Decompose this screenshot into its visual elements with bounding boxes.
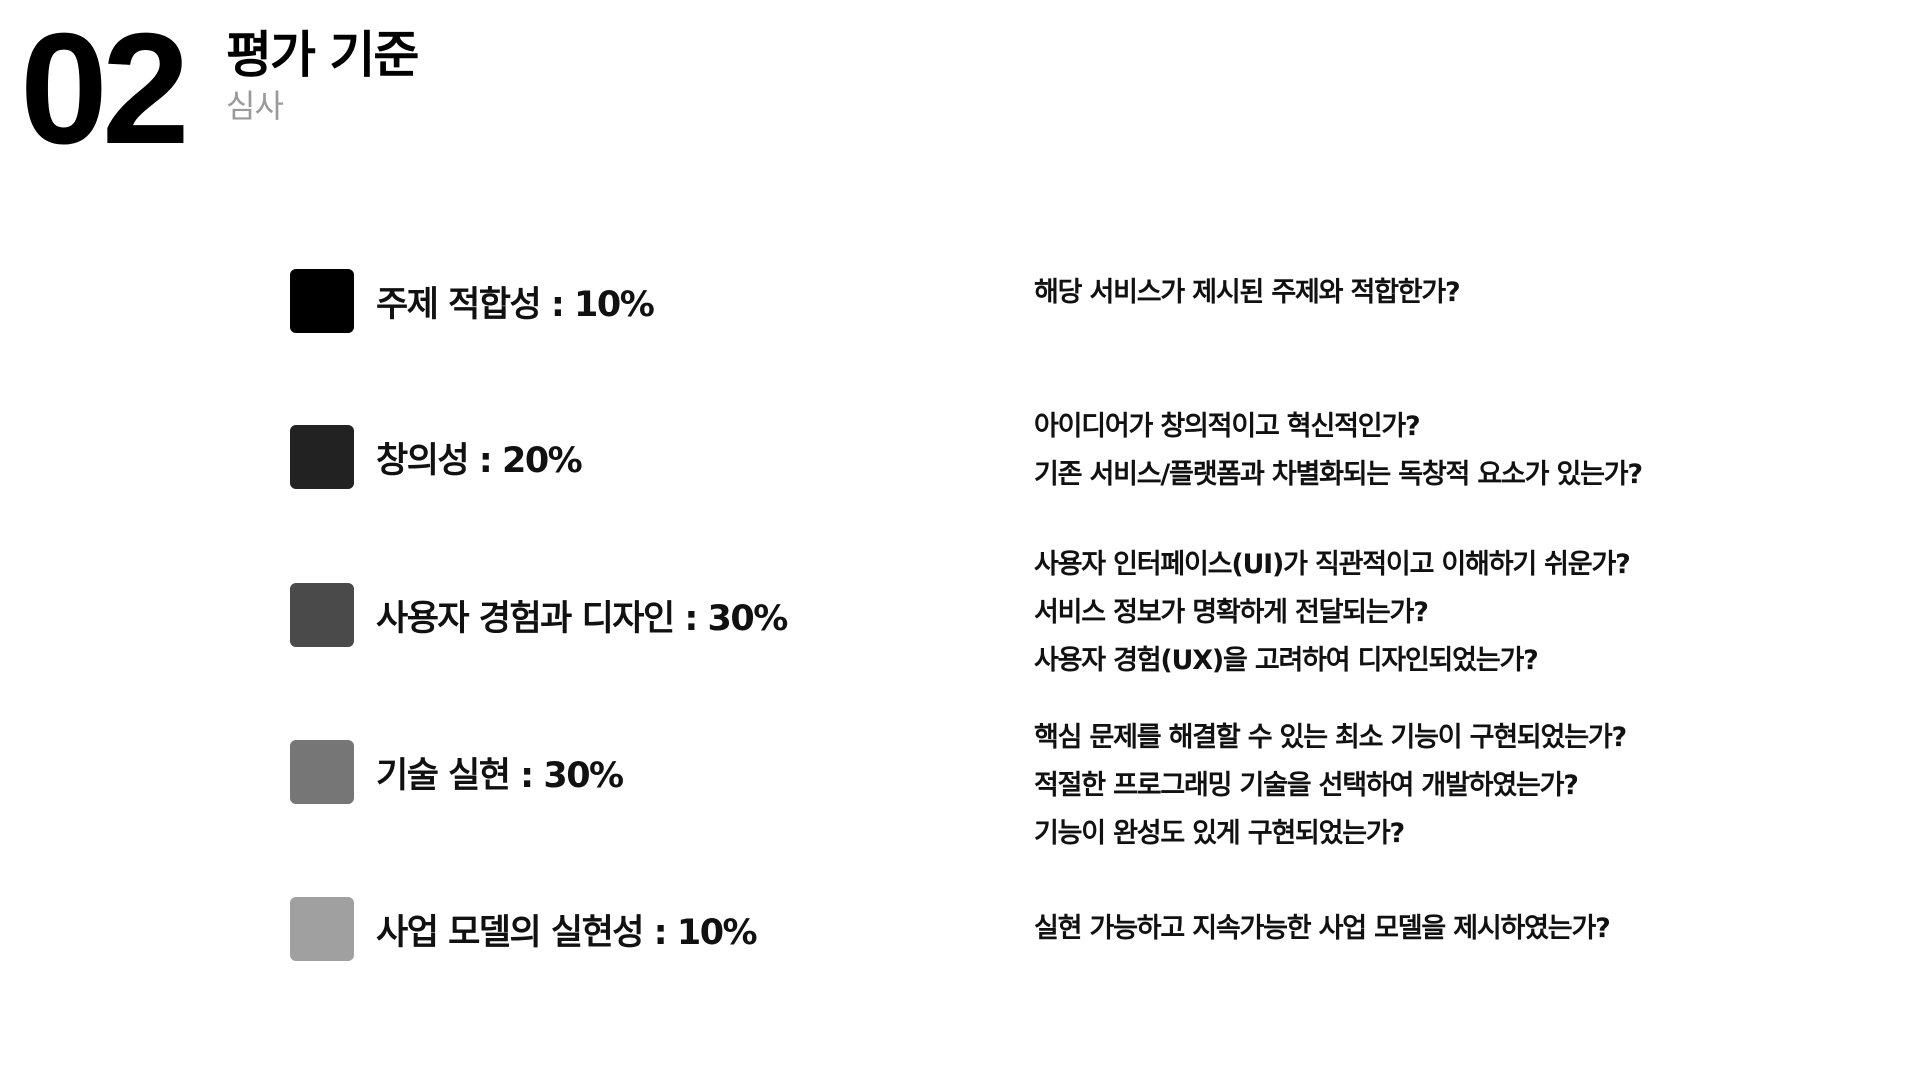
question-line: 서비스 정보가 명확하게 전달되는가? [1034,597,1429,628]
question-line: 핵심 문제를 해결할 수 있는 최소 기능이 구현되었는가? [1034,722,1627,753]
criterion-label: 사용자 경험과 디자인 : 30% [376,598,788,639]
criterion-questions: 사용자 인터페이스(UI)가 직관적이고 이해하기 쉬운가? 서비스 정보가 명… [1034,541,1631,685]
swatch-ux-design [290,583,354,647]
swatch-creativity [290,425,354,489]
criterion-questions: 실현 가능하고 지속가능한 사업 모델을 제시하였는가? [1034,905,1611,953]
criterion-label: 창의성 : 20% [376,440,583,481]
criterion-business-model: 사업 모델의 실현성 : 10% [290,897,758,961]
criterion-ux-design: 사용자 경험과 디자인 : 30% [290,583,788,647]
criterion-topic-fit: 주제 적합성 : 10% [290,269,655,333]
criterion-questions: 아이디어가 창의적이고 혁신적인가? 기존 서비스/플랫폼과 차별화되는 독창적… [1034,403,1643,499]
question-line: 기존 서비스/플랫폼과 차별화되는 독창적 요소가 있는가? [1034,459,1643,490]
section-number: 02 [20,1,190,177]
page-subtitle: 심사 [226,87,284,125]
swatch-topic-fit [290,269,354,333]
swatch-tech [290,740,354,804]
question-line: 기능이 완성도 있게 구현되었는가? [1034,818,1405,849]
question-line: 해당 서비스가 제시된 주제와 적합한가? [1034,277,1461,308]
question-line: 사용자 경험(UX)을 고려하여 디자인되었는가? [1034,645,1539,676]
swatch-business-model [290,897,354,961]
criterion-label: 기술 실현 : 30% [376,755,624,796]
criterion-label: 주제 적합성 : 10% [376,284,655,325]
criterion-questions: 해당 서비스가 제시된 주제와 적합한가? [1034,269,1461,317]
heading-block: 평가 기준 심사 [226,26,419,126]
question-line: 사용자 인터페이스(UI)가 직관적이고 이해하기 쉬운가? [1034,549,1631,580]
question-line: 적절한 프로그래밍 기술을 선택하여 개발하였는가? [1034,770,1579,801]
criterion-questions: 핵심 문제를 해결할 수 있는 최소 기능이 구현되었는가? 적절한 프로그래밍… [1034,714,1627,858]
page-title: 평가 기준 [226,26,419,84]
criterion-tech: 기술 실현 : 30% [290,740,624,804]
criterion-creativity: 창의성 : 20% [290,425,583,489]
question-line: 아이디어가 창의적이고 혁신적인가? [1034,411,1421,442]
criterion-label: 사업 모델의 실현성 : 10% [376,912,758,953]
question-line: 실현 가능하고 지속가능한 사업 모델을 제시하였는가? [1034,913,1611,944]
